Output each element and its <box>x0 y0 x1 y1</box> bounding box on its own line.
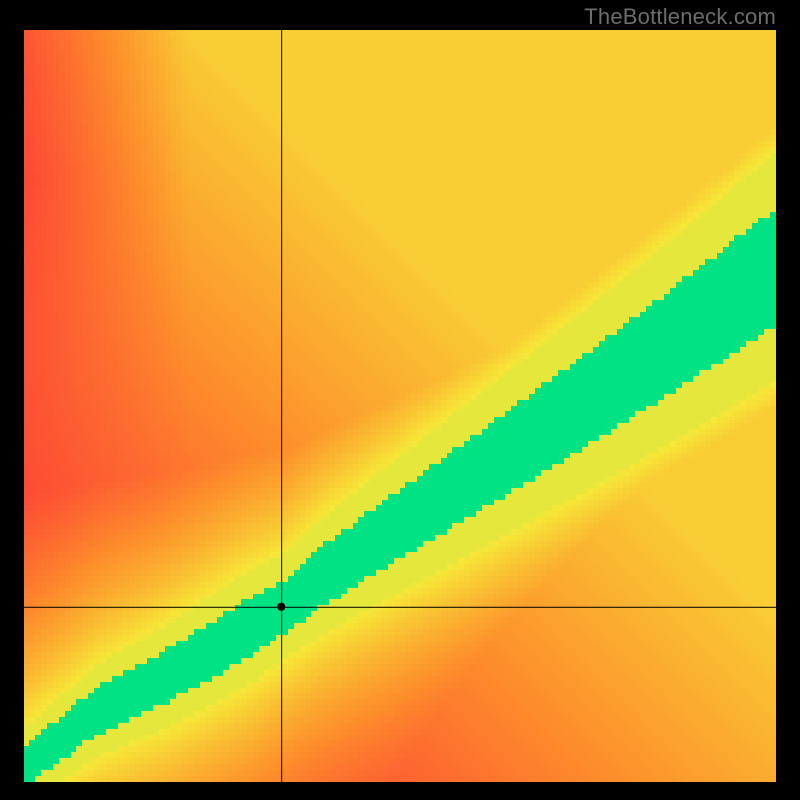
watermark: TheBottleneck.com <box>584 4 776 30</box>
bottleneck-heatmap <box>24 30 776 782</box>
heatmap-canvas <box>24 30 776 782</box>
